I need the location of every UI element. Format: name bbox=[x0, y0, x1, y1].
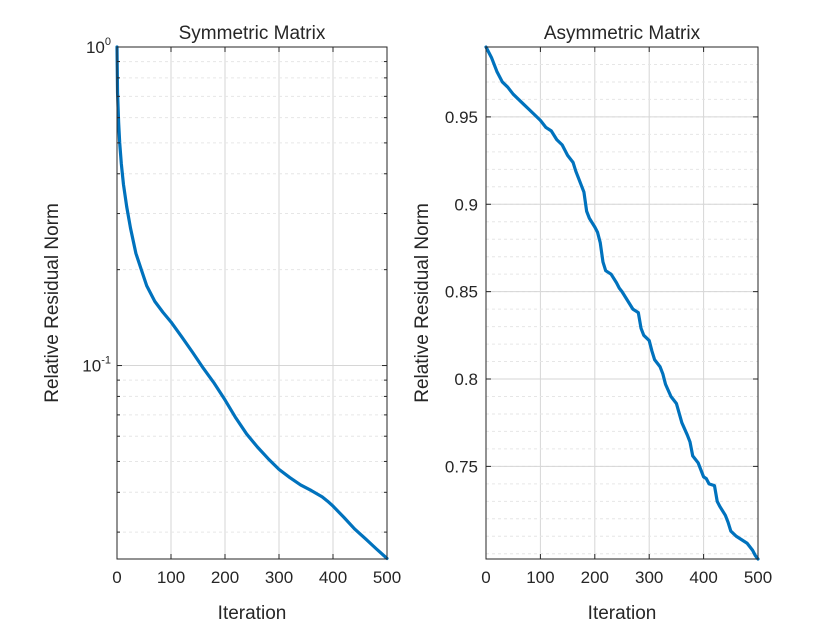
x-tick-label: 200 bbox=[211, 568, 239, 587]
x-tick-label: 400 bbox=[689, 568, 717, 587]
residual-curve bbox=[115, 45, 389, 561]
tick-marks bbox=[485, 47, 759, 559]
y-tick-label: 0.75 bbox=[445, 457, 478, 476]
y-tick-label: 10-1 bbox=[82, 355, 111, 376]
y-axis-label: Relative Residual Norm bbox=[412, 203, 433, 403]
y-tick-label: 0.95 bbox=[445, 108, 478, 127]
x-tick-label: 200 bbox=[581, 568, 609, 587]
y-tick-label: 0.85 bbox=[445, 283, 478, 302]
asymmetric-matrix-axes: 0 100 200 300 400 500 0.95 0.9 0.85 0.8 0.75 Asym… bbox=[412, 23, 772, 624]
y-tick-label-exponent: -1 bbox=[101, 355, 111, 367]
x-tick-label: 300 bbox=[265, 568, 293, 587]
x-tick-label: 0 bbox=[481, 568, 490, 587]
y-tick-label: 0.8 bbox=[454, 370, 478, 389]
axes-box bbox=[485, 46, 759, 560]
plot-area bbox=[117, 47, 387, 559]
x-tick-label: 100 bbox=[526, 568, 554, 587]
x-tick-label: 500 bbox=[744, 568, 772, 587]
y-tick-label: 0.9 bbox=[454, 195, 478, 214]
y-tick-label-exponent: 0 bbox=[105, 36, 111, 48]
tick-marks bbox=[116, 46, 388, 559]
x-tick-label: 300 bbox=[635, 568, 663, 587]
x-tick-label: 500 bbox=[373, 568, 401, 587]
residual-curve bbox=[484, 45, 760, 561]
y-tick-label: 100 bbox=[86, 36, 111, 57]
y-axis-label: Relative Residual Norm bbox=[42, 203, 63, 403]
y-tick-labels: 0.95 0.9 0.85 0.8 0.75 bbox=[445, 108, 478, 476]
x-axis-label: Iteration bbox=[218, 603, 287, 624]
axes-box bbox=[116, 46, 388, 560]
x-tick-label: 400 bbox=[319, 568, 347, 587]
plot-area bbox=[486, 47, 758, 559]
y-tick-label-base: 10 bbox=[86, 38, 105, 57]
y-tick-label-base: 10 bbox=[82, 357, 101, 376]
x-tick-label: 0 bbox=[112, 568, 121, 587]
x-axis-label: Iteration bbox=[588, 603, 657, 624]
x-tick-label: 100 bbox=[157, 568, 185, 587]
x-tick-labels: 0 100 200 300 400 500 bbox=[481, 568, 772, 587]
chart-title: Asymmetric Matrix bbox=[544, 23, 701, 44]
chart-title: Symmetric Matrix bbox=[179, 23, 326, 44]
x-tick-labels: 0 100 200 300 400 500 bbox=[112, 568, 401, 587]
